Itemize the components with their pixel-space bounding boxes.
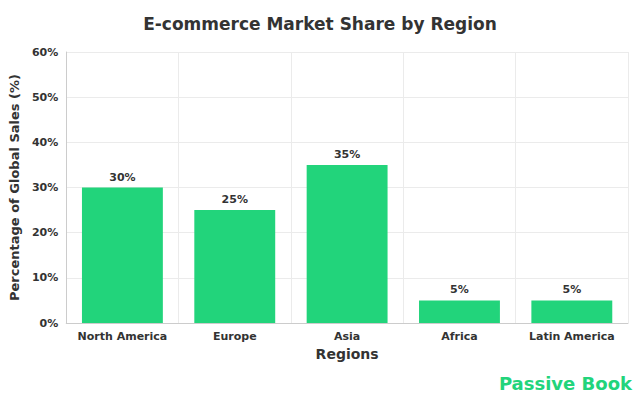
svg-text:5%: 5% [450, 283, 469, 296]
svg-text:25%: 25% [222, 193, 248, 206]
svg-text:Passive Book: Passive Book [499, 373, 633, 394]
svg-text:Regions: Regions [316, 346, 379, 362]
svg-text:30%: 30% [32, 181, 58, 194]
svg-text:40%: 40% [32, 136, 58, 149]
svg-text:20%: 20% [32, 226, 58, 239]
svg-text:Asia: Asia [334, 330, 360, 343]
svg-text:0%: 0% [40, 317, 59, 330]
svg-text:Europe: Europe [213, 330, 257, 343]
svg-text:North America: North America [78, 330, 168, 343]
svg-text:Latin America: Latin America [529, 330, 615, 343]
svg-text:50%: 50% [32, 91, 58, 104]
svg-text:30%: 30% [109, 171, 135, 184]
svg-text:10%: 10% [32, 271, 58, 284]
svg-text:E-commerce Market Share by Reg: E-commerce Market Share by Region [143, 14, 497, 34]
svg-text:Percentage of Global Sales (%): Percentage of Global Sales (%) [7, 74, 22, 301]
svg-text:60%: 60% [32, 46, 58, 59]
svg-text:Africa: Africa [441, 330, 477, 343]
svg-text:35%: 35% [334, 148, 360, 161]
svg-text:5%: 5% [562, 283, 581, 296]
